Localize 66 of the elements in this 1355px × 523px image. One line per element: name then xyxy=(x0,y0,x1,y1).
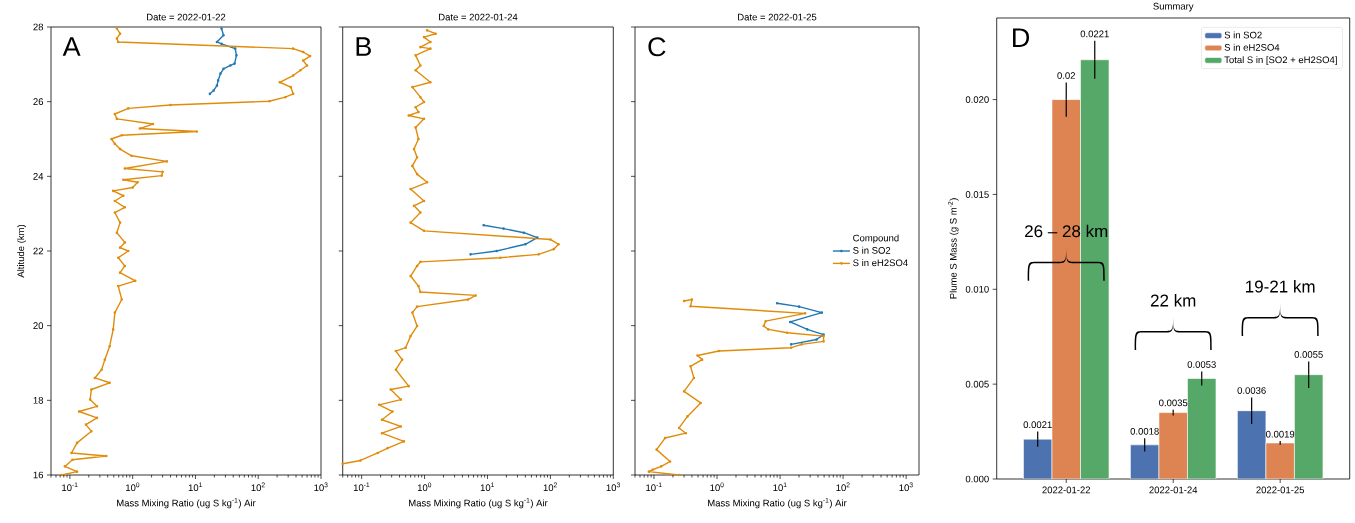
data-label: 0.0055 xyxy=(1294,351,1323,358)
data-label: 0.0053 xyxy=(1187,361,1216,368)
data-label: 0.0035 xyxy=(1159,399,1188,407)
x-tick-label: 10$^{3}$ xyxy=(606,482,620,492)
data-label: 0.0036 xyxy=(1237,387,1266,394)
data-label: 0.0019 xyxy=(1266,430,1295,438)
x-tick-label: 10$^{0}$ xyxy=(417,482,432,492)
data-label: 0.0018 xyxy=(1130,427,1159,435)
y-tick-label: 24 xyxy=(33,173,44,180)
y-tick-label: 0.010 xyxy=(965,285,989,293)
bar xyxy=(1158,412,1188,479)
annotation: 19-21 km xyxy=(1246,280,1315,293)
x-tick-label: 10$^{0}$ xyxy=(710,482,724,492)
bar xyxy=(1023,438,1053,479)
x-tick-label: 10$^{3}$ xyxy=(899,482,913,492)
x-tick-label: 10$^{1}$ xyxy=(480,482,495,492)
x-tick-label: 10$^{2}$ xyxy=(251,482,265,492)
y-tick-label: 20 xyxy=(33,322,44,330)
x-tick-label: 10$^{1}$ xyxy=(188,482,203,492)
x-tick-label: 10$^{0}$ xyxy=(126,482,140,492)
data-label: 0.02 xyxy=(1057,72,1076,79)
x-tick-label: 10$^{2}$ xyxy=(836,482,850,492)
annotation: A xyxy=(62,37,81,56)
annotation: B xyxy=(356,37,371,56)
chart-title: Date = 2022-01-25 xyxy=(738,13,817,21)
chart-title: Date = 2022-01-22 xyxy=(147,13,226,21)
legend-title: Compound xyxy=(853,234,899,244)
y-axis-title: Altitude (km) xyxy=(17,224,27,278)
bar xyxy=(1265,442,1295,479)
x-tick-label: 2022-01-25 xyxy=(1256,486,1305,494)
y-tick-label: 22 xyxy=(33,247,44,255)
chart-title: Summary xyxy=(1153,2,1194,12)
y-tick-label: 0.015 xyxy=(965,191,989,198)
legend-label: Total S in [SO2 + eH2SO4] xyxy=(1224,56,1337,66)
legend-label: S in eH2SO4 xyxy=(1224,43,1280,51)
legend-label: S in SO2 xyxy=(853,246,891,254)
x-tick-label: 2022-01-22 xyxy=(1042,486,1091,494)
bar xyxy=(1237,410,1267,479)
y-tick-label: 26 xyxy=(33,98,44,106)
chart-title: Date = 2022-01-24 xyxy=(439,13,518,21)
legend-label: S in eH2SO4 xyxy=(853,259,908,267)
x-tick-label: 10$^{1}$ xyxy=(773,482,787,492)
y-tick-label: 0.000 xyxy=(965,475,989,483)
x-tick-label: 2022-01-24 xyxy=(1149,486,1198,494)
y-tick-label: 18 xyxy=(33,396,44,404)
x-axis-title: Mass Mixing Ratio (ug S kg$^{-1}$) Air xyxy=(409,497,548,509)
annotation: D xyxy=(1013,28,1030,48)
legend-label: S in SO2 xyxy=(1224,31,1262,39)
data-label: 0.0221 xyxy=(1080,30,1109,38)
data-label: 0.0021 xyxy=(1023,421,1052,429)
x-tick-label: 10$^{2}$ xyxy=(543,482,557,492)
bar xyxy=(1130,444,1160,479)
y-axis-title: Plume S Mass (g S m$^{-2}$) xyxy=(948,198,959,299)
y-tick-label: 0.005 xyxy=(965,380,989,388)
x-axis-title: Mass Mixing Ratio (ug S kg$^{-1}$) Air xyxy=(117,497,256,509)
annotation: C xyxy=(648,37,666,57)
annotation: 26 – 28 km xyxy=(1025,224,1108,238)
x-tick-label: 10$^{-1}$ xyxy=(353,482,370,492)
x-axis-title: Mass Mixing Ratio (ug S kg$^{-1}$) Air xyxy=(708,497,847,509)
x-tick-label: 10$^{3}$ xyxy=(314,482,328,492)
x-tick-label: 10$^{-1}$ xyxy=(62,482,78,492)
annotation: 22 km xyxy=(1150,294,1196,307)
y-tick-label: 16 xyxy=(33,471,44,479)
y-tick-label: 0.020 xyxy=(965,96,989,103)
x-tick-label: 10$^{-1}$ xyxy=(646,482,662,492)
y-tick-label: 28 xyxy=(33,23,44,31)
